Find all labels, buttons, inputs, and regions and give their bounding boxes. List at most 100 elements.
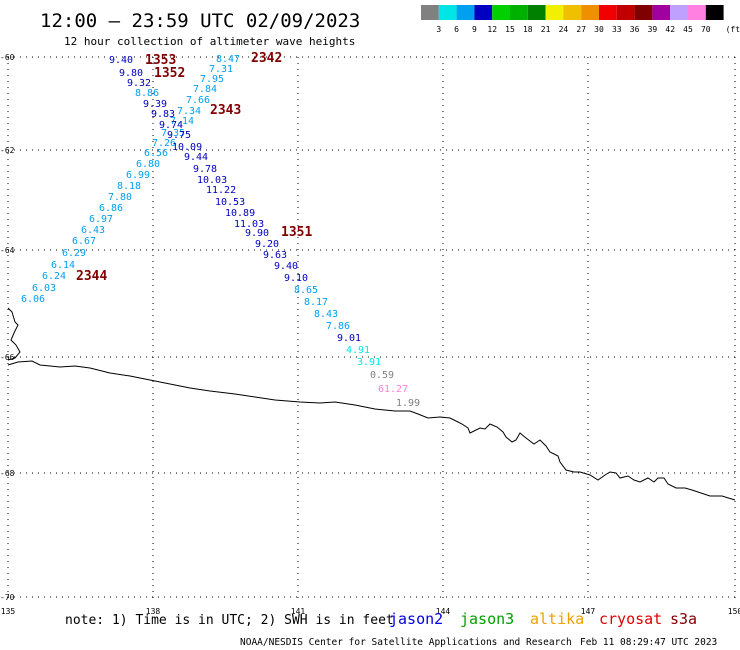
wave-height-label: 7.14	[170, 116, 194, 127]
wave-height-label: 6.67	[72, 236, 96, 247]
scale-swatch	[581, 5, 599, 20]
wave-height-label: 7.31	[209, 64, 233, 75]
latitude-label: -70	[0, 593, 15, 602]
wave-height-label: 3.91	[357, 357, 381, 368]
scale-label: 42	[665, 25, 675, 34]
scale-swatch	[527, 5, 546, 20]
wave-height-label: 9.80	[119, 68, 143, 79]
antarctic-coastline	[7, 307, 736, 501]
wave-height-label: 0.59	[370, 370, 394, 381]
wave-height-label: 11.22	[206, 185, 236, 196]
wave-height-label: 10.09	[172, 142, 202, 153]
latitude-label: -64	[0, 246, 15, 255]
scale-swatch	[438, 5, 457, 20]
scale-label: 3	[436, 25, 441, 34]
wave-height-label: 8.47	[216, 54, 240, 65]
scale-label: 9	[472, 25, 477, 34]
wave-height-label: 1.99	[396, 398, 420, 409]
wave-height-label: 6.14	[51, 260, 75, 271]
wave-height-label: 9.83	[151, 109, 175, 120]
wave-height-label: 61.27	[378, 384, 408, 395]
wave-height-label: 10.53	[215, 197, 245, 208]
scale-label: 30	[594, 25, 604, 34]
wave-height-label: 9.78	[193, 164, 217, 175]
scale-label: 15	[505, 25, 515, 34]
wave-height-label: 6.03	[32, 283, 56, 294]
wave-height-label: 11.03	[234, 219, 264, 230]
wave-height-label: 7.95	[200, 74, 224, 85]
wave-height-label: 6.06	[21, 294, 45, 305]
scale-swatch	[421, 5, 439, 20]
wave-height-label: 9.39	[143, 99, 167, 110]
wave-height-label: 9.40	[109, 55, 133, 66]
wave-height-label: 6.56	[144, 148, 168, 159]
longitude-label: 138	[146, 607, 161, 616]
wave-height-label: 9.32	[127, 78, 151, 89]
longitude-label: 141	[291, 607, 306, 616]
scale-swatch	[510, 5, 528, 20]
latitude-label: -68	[0, 469, 15, 478]
wave-height-label: 7.66	[186, 95, 210, 106]
wave-height-label: 9.63	[263, 250, 287, 261]
satellite-cryosat: cryosat	[599, 610, 662, 628]
wave-height-label: 10.03	[197, 175, 227, 186]
wave-height-label: 7.86	[326, 321, 350, 332]
map-title: 12:00 – 23:59 UTC 02/09/2023	[40, 10, 360, 32]
pass-number: 2344	[76, 269, 107, 284]
scale-label: 70	[701, 25, 711, 34]
wave-height-label: 9.90	[245, 228, 269, 239]
wave-height-label: 6.24	[42, 271, 66, 282]
scale-label: 21	[541, 25, 551, 34]
wave-height-label: 10.89	[225, 208, 255, 219]
scale-swatch	[634, 5, 653, 20]
longitude-label: 147	[581, 607, 596, 616]
wave-height-label: 4.91	[346, 345, 370, 356]
scale-label: 36	[630, 25, 640, 34]
scale-label: 33	[612, 25, 622, 34]
wave-height-observations: 8.477.317.957.847.667.347.14 7.267.35 6.56…	[21, 54, 420, 409]
satellite-s3a: s3a	[670, 610, 697, 628]
scale-unit: (ft)	[726, 25, 740, 34]
map-subtitle: 12 hour collection of altimeter wave hei…	[64, 35, 355, 48]
satellite-legend: jason2 jason3 altika cryosat s3a	[389, 610, 697, 628]
wave-height-label: 6.99	[126, 170, 150, 181]
wave-height-label: 8.17	[304, 297, 328, 308]
scale-label: 18	[523, 25, 533, 34]
wave-height-label: 6.43	[81, 225, 105, 236]
scale-label: 27	[576, 25, 586, 34]
wave-height-label: 8.65	[294, 285, 318, 296]
scale-swatch	[670, 5, 688, 20]
scale-swatch	[474, 5, 493, 20]
wave-height-label: 9.20	[255, 239, 279, 250]
wave-height-label: 6.80	[136, 159, 160, 170]
longitude-label: 144	[436, 607, 451, 616]
wave-height-label: 9.44	[184, 152, 208, 163]
scale-swatch	[616, 5, 635, 20]
scale-swatch	[492, 5, 510, 20]
wave-height-label: 6.97	[89, 214, 113, 225]
map-frame	[7, 51, 736, 602]
graticule: -60 -62 -64 -66 -68 -70 135 138 141 144 147 150	[0, 53, 740, 616]
pass-number: 2343	[210, 103, 241, 118]
scale-swatch	[688, 5, 706, 20]
latitude-label: -66	[0, 353, 15, 362]
scale-label: 45	[683, 25, 693, 34]
wave-height-label: 7.26	[152, 138, 176, 149]
satellite-jason3: jason3	[460, 610, 514, 628]
scale-swatch	[599, 5, 617, 20]
latitude-label: -62	[0, 146, 15, 155]
pass-number: 1352	[154, 66, 185, 81]
wave-height-label: 6.29	[62, 248, 86, 259]
scale-label: 6	[454, 25, 459, 34]
latitude-label: -60	[0, 53, 15, 62]
scale-swatch	[705, 5, 724, 20]
credit-line: NOAA/NESDIS Center for Satellite Applica…	[240, 637, 572, 648]
wave-height-label: 8.43	[314, 309, 338, 320]
scale-label: 12	[487, 25, 497, 34]
generated-timestamp: Feb 11 08:29:47 UTC 2023	[580, 637, 717, 648]
wave-height-label: 9.01	[337, 333, 361, 344]
